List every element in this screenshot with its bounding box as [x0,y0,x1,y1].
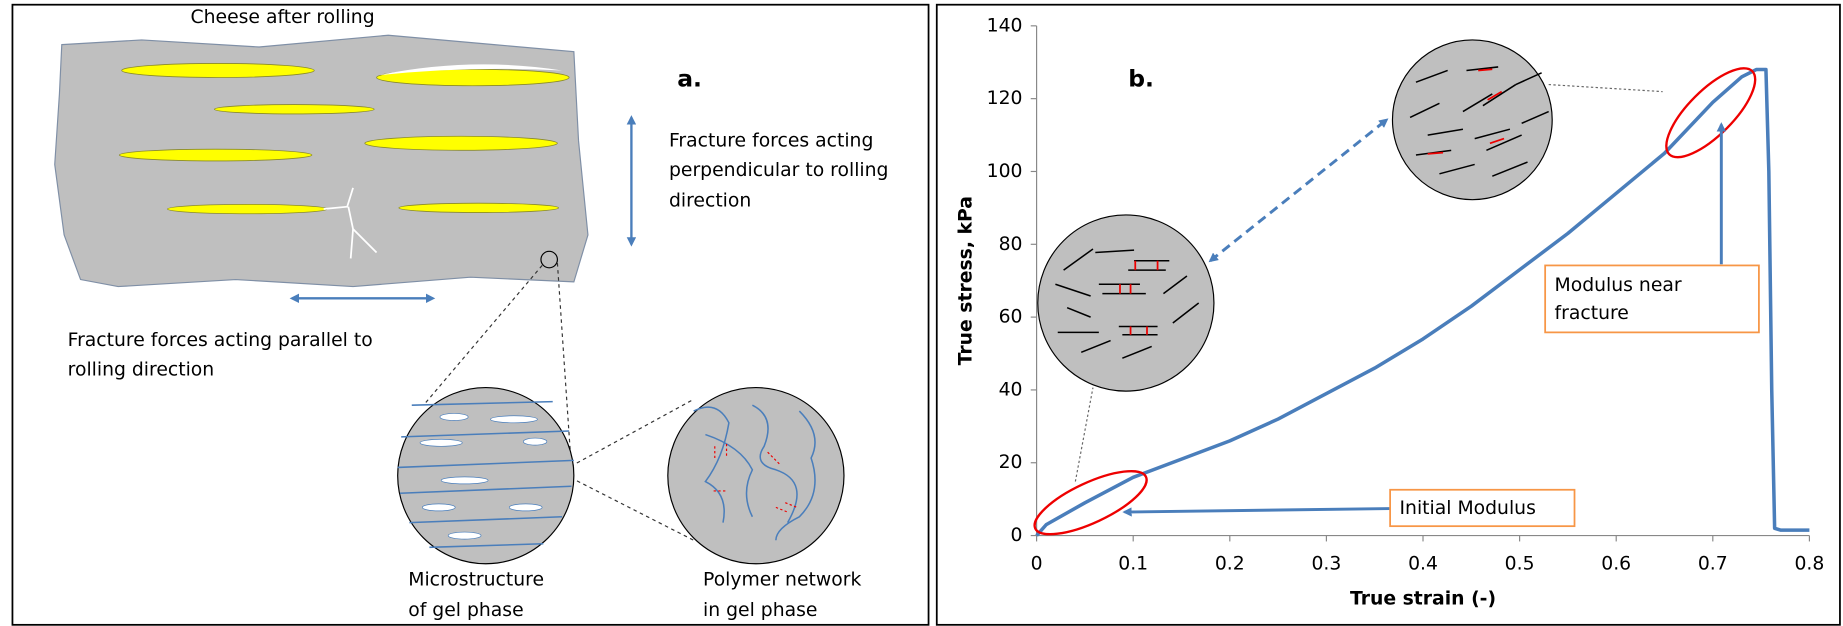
caption: Polymer network [703,570,861,591]
y-tick-label: 40 [999,379,1023,400]
panel-label: b. [1128,64,1154,92]
y-tick-label: 60 [999,307,1023,328]
polymer-circle [668,388,844,564]
x-tick-label: 0.8 [1794,553,1824,574]
microstructure-circle [398,388,574,564]
y-tick-label: 100 [987,161,1023,182]
inset-circle [1038,215,1214,391]
arrow [1125,509,1390,513]
x-axis-label: True strain (-) [1350,588,1496,609]
x-tick-label: 0 [1031,553,1043,574]
x-tick-label: 0.7 [1698,553,1728,574]
x-tick-label: 0.5 [1505,553,1535,574]
y-tick-label: 140 [987,15,1023,36]
note: perpendicular to rolling [669,160,888,181]
caption: in gel phase [703,600,817,621]
panel-title: Cheese after rolling [191,7,375,28]
caption: Microstructure [408,570,544,591]
highlight [1027,459,1155,547]
insets: b. Initial Modulus Modulus near fracture [1027,40,1768,547]
note: Fracture forces acting parallel to [68,330,373,351]
x-tick-label: 0.6 [1601,553,1631,574]
x-tick-label: 0.2 [1215,553,1245,574]
x-tick-label: 0.1 [1118,553,1148,574]
dashed-arrow [1210,120,1386,261]
annotation: Modulus near [1555,275,1682,296]
zoom-line [1075,388,1093,482]
y-axis-label: True stress, kPa [956,196,977,365]
annotation: Initial Modulus [1400,498,1536,519]
panel-a: Cheese after rolling a. Fracture forces … [12,5,928,625]
caption: of gel phase [408,600,523,621]
zoom-line [1549,85,1663,92]
y-tick-label: 80 [999,234,1023,255]
note: rolling direction [68,359,215,380]
note: direction [669,190,751,211]
panel-label: a. [677,64,702,92]
y-tick-label: 0 [1011,525,1023,546]
x-tick-label: 0.4 [1408,553,1438,574]
annotation: fracture [1555,303,1629,324]
y-tick-label: 120 [987,88,1023,109]
x-tick-label: 0.3 [1311,553,1341,574]
note: Fracture forces acting [669,130,873,151]
y-tick-label: 20 [999,452,1023,473]
figure: Cheese after rolling a. Fracture forces … [0,0,1843,626]
